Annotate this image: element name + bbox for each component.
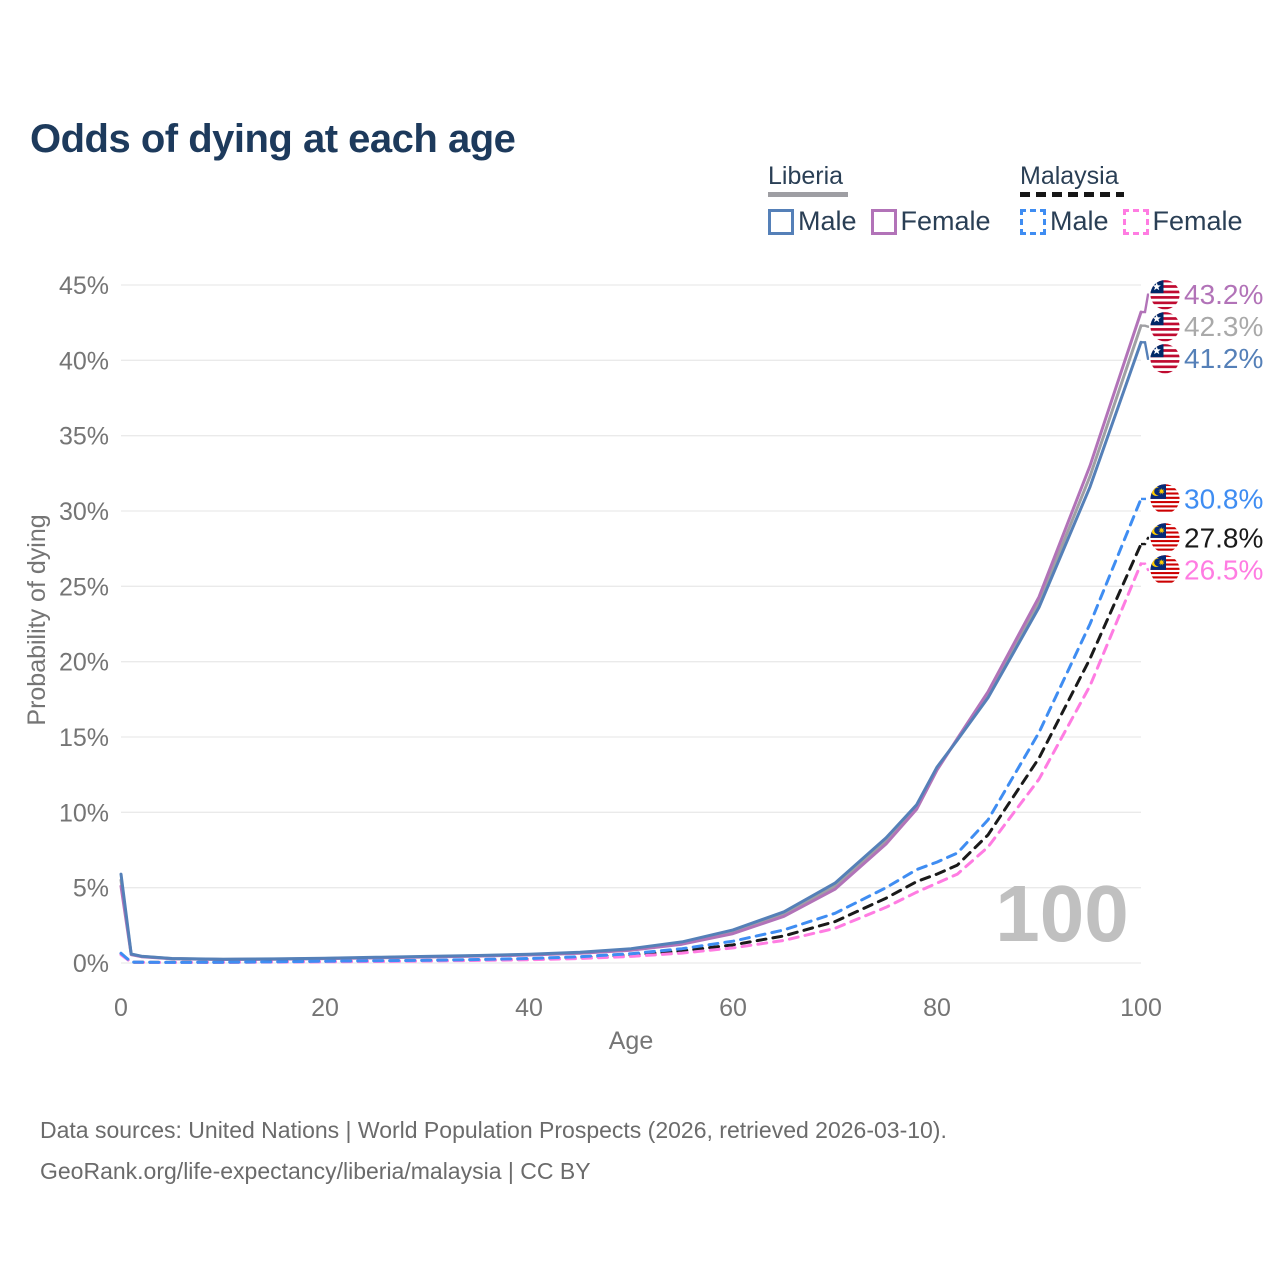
x-tick-label: 80 bbox=[923, 994, 951, 1022]
legend-item-liberia-female[interactable]: Female bbox=[870, 206, 991, 237]
end-value-label-liberia-all: 42.3% bbox=[1184, 311, 1263, 342]
legend-country-liberia: Liberia bbox=[768, 162, 844, 190]
legend-group-liberia: Liberia Male Female bbox=[768, 163, 991, 237]
end-value-label-liberia-male: 41.2% bbox=[1184, 343, 1263, 374]
x-tick-label: 20 bbox=[311, 994, 339, 1022]
y-tick-label: 25% bbox=[59, 573, 109, 601]
legend-group-malaysia: Malaysia Male Female bbox=[1020, 163, 1243, 237]
legend-label-liberia-female: Female bbox=[900, 206, 991, 236]
y-tick-label: 45% bbox=[59, 272, 109, 300]
series-line-liberia-male bbox=[119, 340, 1143, 961]
liberia-male-swatch bbox=[768, 208, 794, 235]
malaysia-flag-icon bbox=[1149, 553, 1181, 586]
liberia-flag-icon bbox=[1149, 278, 1181, 311]
x-tick-label: 40 bbox=[515, 994, 543, 1022]
malaysia-male-swatch bbox=[1020, 208, 1046, 235]
series-line-liberia-all bbox=[119, 324, 1143, 961]
legend-label-liberia-male: Male bbox=[798, 206, 857, 236]
legend-label-malaysia-male: Male bbox=[1050, 206, 1109, 236]
liberia-line-style-swatch bbox=[768, 192, 848, 197]
legend-country-malaysia: Malaysia bbox=[1020, 162, 1119, 190]
age-watermark: 100 bbox=[995, 869, 1128, 958]
liberia-female-swatch bbox=[870, 208, 897, 235]
y-tick-label: 20% bbox=[59, 649, 109, 677]
x-axis-title: Age bbox=[609, 1027, 653, 1055]
y-tick-label: 10% bbox=[59, 799, 109, 827]
y-tick-label: 5% bbox=[73, 875, 109, 903]
page-title: Odds of dying at each age bbox=[30, 116, 516, 161]
x-tick-label: 100 bbox=[1120, 994, 1162, 1022]
y-tick-label: 30% bbox=[59, 498, 109, 526]
liberia-flag-icon bbox=[1149, 310, 1181, 343]
series-line-malaysia-all bbox=[119, 542, 1143, 964]
y-tick-label: 35% bbox=[59, 423, 109, 451]
chart-footer: Data sources: United Nations | World Pop… bbox=[40, 1110, 1240, 1192]
series-line-liberia-female bbox=[119, 310, 1143, 961]
data-source-text: Data sources: United Nations | World Pop… bbox=[40, 1117, 947, 1143]
y-tick-label: 40% bbox=[59, 347, 109, 375]
x-tick-label: 60 bbox=[719, 994, 747, 1022]
x-tick-label: 0 bbox=[114, 994, 128, 1022]
attribution-text: GeoRank.org/life-expectancy/liberia/mala… bbox=[40, 1158, 591, 1184]
malaysia-flag-icon bbox=[1149, 482, 1181, 515]
end-value-label-malaysia-all: 27.8% bbox=[1184, 522, 1263, 553]
legend-item-liberia-male[interactable]: Male bbox=[768, 206, 857, 237]
end-value-label-malaysia-female: 26.5% bbox=[1184, 554, 1263, 585]
y-tick-label: 0% bbox=[73, 950, 109, 978]
end-value-label-malaysia-male: 30.8% bbox=[1184, 483, 1263, 514]
legend-label-malaysia-female: Female bbox=[1152, 206, 1243, 236]
legend-item-malaysia-male[interactable]: Male bbox=[1020, 206, 1109, 237]
series-line-malaysia-male bbox=[119, 497, 1143, 964]
malaysia-line-style-swatch bbox=[1020, 192, 1124, 197]
series-line-malaysia-female bbox=[119, 562, 1143, 964]
liberia-flag-icon bbox=[1149, 342, 1181, 375]
end-value-label-liberia-female: 43.2% bbox=[1184, 279, 1263, 310]
y-axis-title: Probability of dying bbox=[23, 514, 51, 725]
malaysia-female-swatch bbox=[1122, 208, 1149, 235]
malaysia-flag-icon bbox=[1149, 521, 1181, 554]
y-tick-label: 15% bbox=[59, 724, 109, 752]
legend-item-malaysia-female[interactable]: Female bbox=[1122, 206, 1243, 237]
legend: Liberia Male Female Malaysia Male Female bbox=[0, 163, 1280, 238]
